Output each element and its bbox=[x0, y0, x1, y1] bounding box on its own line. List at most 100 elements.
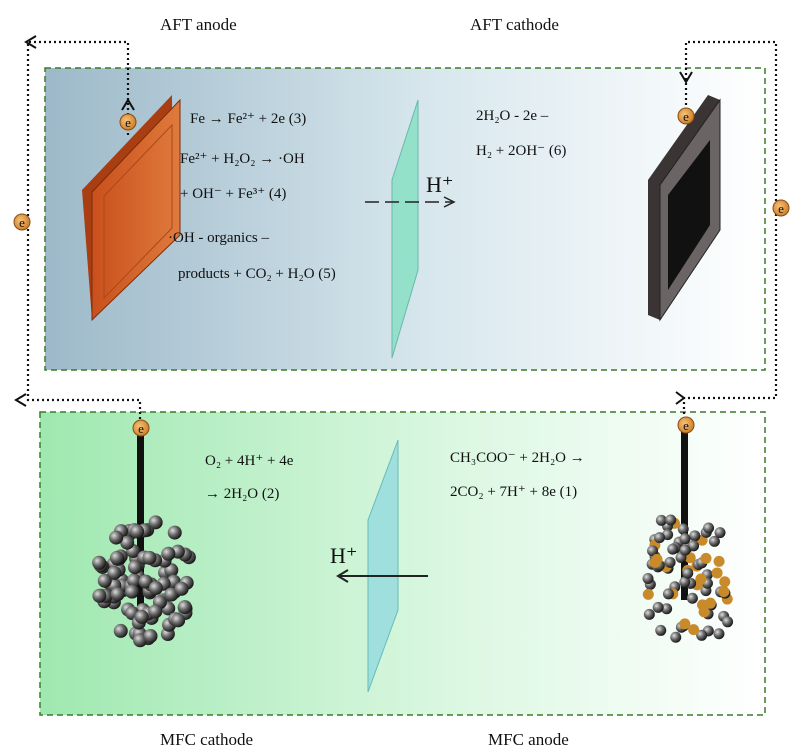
particle bbox=[92, 588, 107, 603]
particle bbox=[713, 555, 725, 567]
arrow bbox=[675, 391, 686, 405]
cathode-face bbox=[668, 140, 710, 290]
particle bbox=[695, 573, 707, 585]
particle bbox=[719, 576, 731, 588]
particle bbox=[127, 573, 142, 588]
electron-marker bbox=[772, 199, 790, 217]
equation: Fe²⁺ + H₂O₂ → ·OH bbox=[180, 151, 305, 167]
particle bbox=[654, 532, 666, 544]
electron-label: e bbox=[778, 201, 784, 216]
arrow bbox=[121, 98, 135, 111]
particle bbox=[661, 603, 673, 615]
particle bbox=[665, 514, 677, 526]
particle bbox=[164, 587, 179, 602]
particle bbox=[643, 608, 655, 620]
particle bbox=[148, 604, 163, 619]
particle bbox=[679, 544, 691, 556]
particle bbox=[177, 600, 192, 615]
particle bbox=[109, 550, 124, 565]
particle bbox=[679, 576, 691, 588]
electron-marker bbox=[119, 113, 137, 131]
particle bbox=[667, 543, 679, 555]
particle bbox=[688, 624, 700, 636]
particle bbox=[652, 601, 664, 613]
equation: Fe → Fe²⁺ + 2e (3) bbox=[190, 111, 306, 127]
equation: O₂ + 4H⁺ + 4e bbox=[205, 453, 294, 469]
electron-label: e bbox=[683, 109, 689, 124]
particle bbox=[689, 530, 701, 542]
carbon-particles bbox=[92, 514, 734, 648]
particle bbox=[713, 628, 725, 640]
equation: + OH⁻ + Fe³⁺ (4) bbox=[180, 186, 286, 202]
anode-rod bbox=[681, 430, 688, 600]
equation: CH₃COO⁻ + 2H₂O → bbox=[450, 450, 585, 466]
particle bbox=[708, 535, 720, 547]
electron-label: e bbox=[19, 215, 25, 230]
particle bbox=[110, 587, 125, 602]
equation: H₂ + 2OH⁻ (6) bbox=[476, 143, 566, 159]
particle bbox=[662, 588, 674, 600]
particle bbox=[174, 581, 189, 596]
particle bbox=[711, 567, 723, 579]
equation: → 2H₂O (2) bbox=[205, 486, 279, 502]
particle bbox=[148, 515, 163, 530]
electron-label: e bbox=[125, 115, 131, 130]
particle bbox=[642, 572, 654, 584]
particle bbox=[679, 533, 691, 545]
particle bbox=[670, 631, 682, 643]
label: MFC anode bbox=[488, 730, 569, 749]
particle bbox=[130, 524, 145, 539]
particle bbox=[120, 535, 135, 550]
electron-marker bbox=[132, 419, 150, 437]
electron-marker bbox=[677, 416, 695, 434]
label: AFT cathode bbox=[470, 15, 559, 34]
particle bbox=[655, 624, 667, 636]
particle bbox=[107, 565, 122, 580]
particle bbox=[679, 618, 691, 630]
particle bbox=[127, 560, 142, 575]
arrow bbox=[14, 393, 27, 407]
particle bbox=[642, 588, 654, 600]
particle bbox=[109, 530, 124, 545]
particle bbox=[703, 522, 715, 534]
electron-label: e bbox=[138, 421, 144, 436]
particle bbox=[92, 555, 107, 570]
particle bbox=[97, 573, 112, 588]
particle bbox=[134, 609, 149, 624]
electron-label: e bbox=[683, 418, 689, 433]
particle bbox=[148, 581, 163, 596]
particle bbox=[647, 545, 659, 557]
particle bbox=[171, 613, 186, 628]
particle bbox=[664, 556, 676, 568]
particle bbox=[142, 550, 157, 565]
particle bbox=[718, 585, 730, 597]
electron-marker bbox=[677, 107, 695, 125]
particle bbox=[682, 567, 694, 579]
equation: products + CO₂ + H₂O (5) bbox=[178, 266, 336, 282]
particle bbox=[113, 623, 128, 638]
label: MFC cathode bbox=[160, 730, 253, 749]
particle bbox=[651, 553, 663, 565]
particle bbox=[143, 629, 158, 644]
particle bbox=[677, 523, 689, 535]
electron-marker bbox=[13, 213, 31, 231]
aft-border bbox=[44, 67, 766, 371]
proton: H⁺ bbox=[426, 172, 454, 197]
electrons: e e e e e e bbox=[13, 107, 790, 437]
arrow bbox=[443, 196, 456, 208]
particle bbox=[124, 584, 139, 599]
particle bbox=[161, 546, 176, 561]
proton: H⁺ bbox=[330, 543, 358, 568]
iron-face bbox=[103, 123, 173, 300]
mfc-border bbox=[39, 411, 766, 716]
particle bbox=[700, 552, 712, 564]
particle bbox=[714, 527, 726, 539]
particle bbox=[722, 616, 734, 628]
arrow bbox=[24, 35, 37, 49]
equation: 2H₂O - 2e – bbox=[476, 108, 549, 124]
particle bbox=[167, 525, 182, 540]
label: AFT anode bbox=[160, 15, 237, 34]
membrane-bottom bbox=[367, 439, 399, 693]
particle bbox=[688, 540, 700, 552]
